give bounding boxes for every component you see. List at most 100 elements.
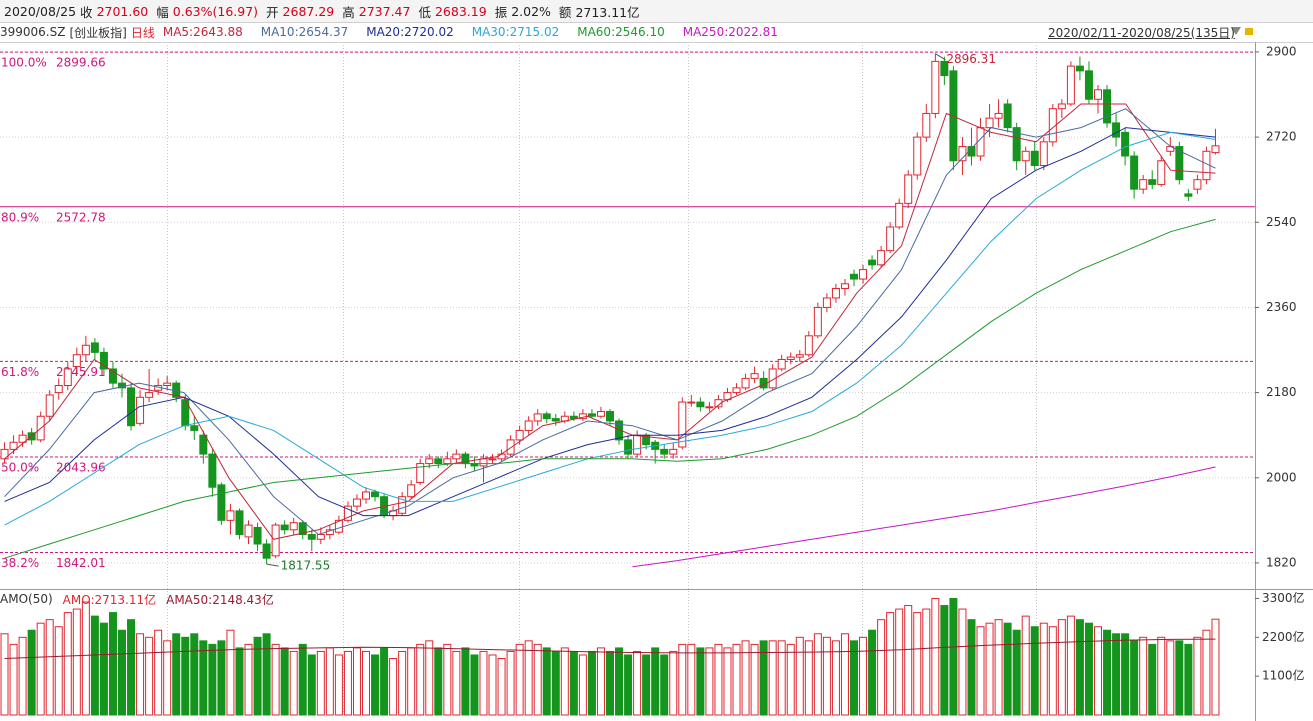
candle-body: [859, 269, 868, 280]
candle-body: [786, 356, 795, 360]
candle-body: [362, 491, 370, 500]
candle-body: [822, 297, 831, 308]
fib-value: 2043.96: [56, 460, 106, 474]
candle-body: [1084, 70, 1093, 100]
volume-bar: [578, 654, 587, 716]
volume-bar: [72, 608, 81, 716]
candle-body: [407, 484, 416, 498]
fib-value: 2899.66: [56, 56, 106, 70]
annotation-leader: [266, 563, 279, 567]
candle-body: [949, 70, 958, 162]
candle-body: [54, 384, 63, 394]
candle-body: [1175, 146, 1184, 181]
legend-entry: MA10:2654.37: [260, 25, 349, 39]
volume-bar: [108, 612, 117, 716]
candle-body: [108, 368, 117, 384]
volume-bar: [723, 647, 732, 716]
candle-body: [307, 534, 316, 540]
candle-body: [1148, 179, 1157, 185]
volume-bar: [425, 640, 434, 716]
volume-bar: [163, 640, 172, 716]
volume-bar: [389, 658, 398, 716]
fib-label: 38.2%: [1, 556, 39, 570]
candle-body: [425, 458, 434, 465]
y-tick-label: 2200亿: [1262, 629, 1305, 644]
legend-entry: MA250:2022.81: [682, 25, 778, 39]
candle-body: [63, 368, 72, 386]
quote-label: 低: [418, 4, 431, 20]
candle-body: [127, 387, 136, 427]
candle-body: [1057, 103, 1066, 110]
volume-bar: [1139, 636, 1148, 716]
y-tick-label: 2540: [1266, 215, 1297, 229]
volume-bar: [470, 654, 479, 716]
candle-body: [1211, 145, 1220, 154]
candle-body: [813, 306, 822, 337]
candle-body: [831, 288, 840, 299]
candle-body: [732, 387, 741, 394]
fib-value: 2572.78: [56, 210, 106, 224]
quote-label: 幅: [156, 4, 169, 20]
candle-body: [1021, 150, 1030, 162]
candle-body: [795, 354, 804, 358]
volume-title: AMO(50): [0, 592, 53, 606]
volume-bar: [994, 619, 1003, 716]
volume-bar: [54, 626, 63, 716]
candle-body: [352, 498, 361, 507]
candle-body: [596, 411, 605, 417]
candle-body: [18, 434, 27, 443]
volume-bar: [334, 654, 343, 716]
candle-body: [199, 434, 208, 455]
volume-bar: [651, 647, 660, 716]
ma-line: [4, 108, 1216, 536]
candle-body: [72, 354, 81, 368]
candle-body: [1184, 193, 1193, 197]
candle-body: [777, 358, 786, 370]
candle-body: [1130, 155, 1139, 190]
volume-bar: [949, 597, 958, 716]
symbol: 399006.SZ: [0, 25, 66, 39]
quote-label: 开: [266, 4, 279, 20]
candle-body: [9, 441, 18, 450]
candle-body: [1066, 65, 1075, 105]
candle-body: [877, 250, 886, 266]
volume-bar: [1094, 626, 1102, 716]
lock-icon[interactable]: [1245, 28, 1253, 35]
candle-body: [190, 425, 199, 431]
volume-bar: [596, 647, 605, 716]
volume-bar: [208, 643, 217, 716]
date-range[interactable]: 2020/02/11-2020/08/25(135日): [1048, 22, 1239, 42]
quote-value: 0.63%(16.97): [172, 3, 259, 19]
candle-body: [1157, 160, 1166, 185]
candle-body: [1139, 179, 1148, 190]
candle-body: [985, 117, 994, 129]
ma-line: [4, 131, 1216, 526]
volume-bar: [615, 647, 624, 716]
volume-bar: [118, 629, 126, 716]
candle-body: [967, 146, 976, 157]
candle-body: [850, 273, 858, 280]
volume-bar: [1184, 643, 1193, 716]
y-tick-label: 2900: [1266, 44, 1297, 58]
candle-body: [479, 458, 488, 467]
volume-bar: [0, 633, 9, 716]
candle-body: [145, 392, 154, 398]
candle-body: [714, 399, 723, 408]
candle-body: [371, 491, 380, 498]
ma-line: [4, 127, 1216, 517]
dropdown-icon[interactable]: [1231, 27, 1241, 35]
volume-bar: [985, 622, 994, 716]
candle-body: [298, 522, 307, 536]
volume-bar: [343, 650, 352, 716]
volume-bar: [136, 633, 145, 716]
candle-body: [217, 484, 226, 521]
fib-label: 100.0%: [1, 56, 47, 70]
quote-value: 2701.60: [96, 3, 149, 19]
quote-label: 收: [80, 4, 93, 20]
volume-bar: [199, 640, 208, 716]
candle-body: [678, 401, 687, 448]
candle-body: [280, 524, 289, 531]
fib-label: 80.9%: [1, 210, 39, 224]
volume-bar: [1211, 618, 1220, 716]
